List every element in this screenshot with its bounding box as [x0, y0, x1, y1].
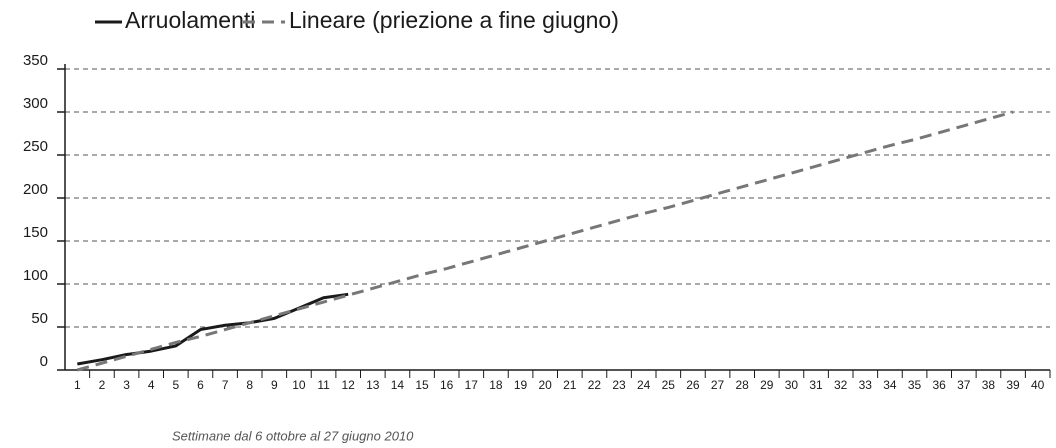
- series-line: [76, 110, 1014, 372]
- y-tick-label: 100: [23, 267, 48, 284]
- x-tick-label: 20: [539, 378, 553, 392]
- x-tick-label: 5: [172, 378, 179, 392]
- x-tick-label: 12: [342, 378, 356, 392]
- series-line: [77, 292, 349, 366]
- x-tick-label: 15: [415, 378, 429, 392]
- x-tick-label: 27: [711, 378, 725, 392]
- x-tick-label: 28: [736, 378, 750, 392]
- x-tick-label: 13: [366, 378, 380, 392]
- x-tick-label: 32: [834, 378, 848, 392]
- y-tick-label: 300: [23, 95, 48, 112]
- x-tick-label: 10: [292, 378, 306, 392]
- x-tick-label: 31: [809, 378, 823, 392]
- x-tick-label: 33: [859, 378, 873, 392]
- x-tick-label: 38: [982, 378, 996, 392]
- x-tick-label: 26: [686, 378, 700, 392]
- x-tick-label: 29: [760, 378, 774, 392]
- y-tick-label: 200: [23, 181, 48, 198]
- x-tick-label: 3: [123, 378, 130, 392]
- x-tick-label: 9: [271, 378, 278, 392]
- legend-label: Lineare (priezione a fine giugno): [289, 7, 619, 33]
- x-tick-label: 37: [957, 378, 971, 392]
- x-tick-label: 8: [246, 378, 253, 392]
- y-tick-label: 150: [23, 224, 48, 241]
- x-tick-label: 22: [588, 378, 602, 392]
- x-tick-label: 36: [933, 378, 947, 392]
- x-tick-label: 25: [662, 378, 676, 392]
- x-tick-label: 19: [514, 378, 528, 392]
- x-tick-label: 14: [391, 378, 405, 392]
- x-tick-label: 16: [440, 378, 454, 392]
- x-tick-label: 23: [612, 378, 626, 392]
- y-tick-label: 250: [23, 138, 48, 155]
- x-tick-label: 40: [1031, 378, 1045, 392]
- y-tick-label: 0: [40, 353, 48, 370]
- x-tick-label: 2: [99, 378, 106, 392]
- x-tick-label: 18: [489, 378, 503, 392]
- x-tick-label: 30: [785, 378, 799, 392]
- y-tick-label: 350: [23, 52, 48, 69]
- x-tick-label: 21: [563, 378, 577, 392]
- x-tick-label: 24: [637, 378, 651, 392]
- x-tick-label: 6: [197, 378, 204, 392]
- x-tick-label: 35: [908, 378, 922, 392]
- x-tick-label: 34: [883, 378, 897, 392]
- x-tick-label: 7: [222, 378, 229, 392]
- x-tick-label: 11: [317, 378, 330, 392]
- x-tick-label: 17: [465, 378, 479, 392]
- x-axis-title: Settimane dal 6 ottobre al 27 giugno 201…: [172, 428, 414, 443]
- x-tick-label: 4: [148, 378, 155, 392]
- x-tick-label: 39: [1006, 378, 1020, 392]
- x-tick-label: 1: [74, 378, 81, 392]
- y-tick-label: 50: [31, 310, 48, 327]
- legend-label: Arruolamenti: [125, 7, 255, 33]
